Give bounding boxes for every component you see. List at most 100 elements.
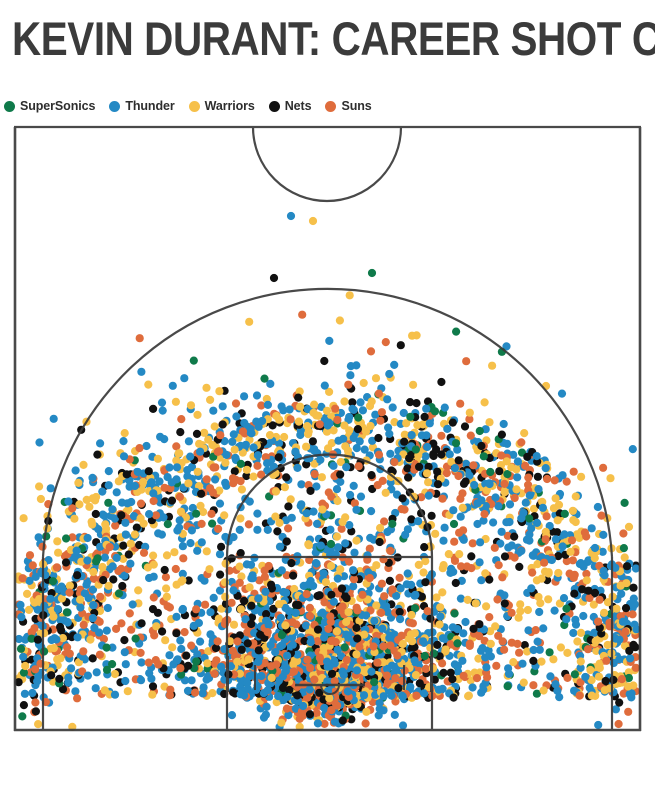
shot-marker xyxy=(288,668,297,677)
shot-marker xyxy=(590,554,599,563)
shot-marker xyxy=(372,601,381,610)
shot-marker xyxy=(483,673,492,682)
shot-marker xyxy=(402,419,411,428)
shot-marker xyxy=(477,576,486,585)
shot-marker xyxy=(172,456,181,465)
shot-marker xyxy=(466,431,475,440)
shot-marker xyxy=(439,561,448,570)
legend-item-warriors[interactable]: Warriors xyxy=(188,99,255,113)
shot-marker xyxy=(524,626,533,635)
shot-marker xyxy=(110,690,120,699)
shot-marker xyxy=(515,648,524,657)
shot-marker xyxy=(139,477,148,487)
shot-marker xyxy=(316,455,325,464)
legend-item-thunder[interactable]: Thunder xyxy=(109,99,175,113)
shot-marker xyxy=(322,406,332,415)
shot-marker xyxy=(170,548,179,557)
shot-marker xyxy=(392,591,401,600)
shot-marker xyxy=(387,691,396,700)
legend-item-suns[interactable]: Suns xyxy=(325,99,372,113)
shot-marker xyxy=(48,577,58,586)
shot-marker xyxy=(246,560,256,569)
shot-marker xyxy=(114,566,123,576)
shot-marker xyxy=(489,518,498,527)
shot-marker xyxy=(124,550,133,559)
shot-marker xyxy=(306,486,315,495)
shot-marker xyxy=(475,620,484,629)
shot-marker xyxy=(523,605,533,615)
shot-marker xyxy=(192,429,202,438)
shot-marker xyxy=(297,500,306,509)
legend-item-nets[interactable]: Nets xyxy=(268,99,312,113)
shot-marker xyxy=(345,412,354,422)
shot-marker xyxy=(620,553,629,562)
shot-marker xyxy=(303,422,312,431)
shot-marker xyxy=(410,629,419,638)
shot-marker xyxy=(326,539,336,549)
shot-marker xyxy=(215,550,225,559)
shot-marker xyxy=(108,660,117,669)
shot-marker xyxy=(180,374,189,383)
legend-item-supersonics[interactable]: SuperSonics xyxy=(4,99,95,113)
shot-marker xyxy=(215,387,224,396)
shot-marker xyxy=(211,643,221,653)
shot-marker xyxy=(543,474,552,484)
shot-marker xyxy=(247,601,256,610)
shot-marker xyxy=(215,486,224,495)
shot-marker xyxy=(468,683,477,692)
shot-marker xyxy=(553,686,562,695)
shot-marker xyxy=(284,524,293,533)
shot-marker xyxy=(176,664,185,673)
shot-marker xyxy=(612,604,621,613)
shot-marker xyxy=(178,576,187,585)
shot-marker xyxy=(482,663,491,672)
shot-marker xyxy=(171,397,180,406)
shot-marker xyxy=(293,691,302,700)
shot-marker xyxy=(513,473,522,482)
shot-marker xyxy=(21,635,30,644)
shot-marker xyxy=(175,516,184,525)
shot-marker xyxy=(395,573,404,582)
shot-marker xyxy=(383,678,392,687)
shot-marker xyxy=(193,546,202,555)
shot-marker xyxy=(217,662,226,671)
shot-marker xyxy=(442,469,451,478)
shot-marker xyxy=(198,689,207,698)
shot-marker xyxy=(326,612,335,621)
shot-marker xyxy=(128,600,137,609)
shot-marker xyxy=(331,404,340,413)
shot-marker xyxy=(452,327,461,336)
shot-marker xyxy=(615,698,624,707)
shot-marker xyxy=(184,576,193,585)
shot-marker xyxy=(65,581,74,590)
shot-marker xyxy=(468,539,477,548)
shot-marker xyxy=(571,620,581,629)
shot-marker xyxy=(342,463,351,472)
shot-marker xyxy=(229,430,238,439)
shot-marker xyxy=(423,607,432,616)
shot-marker xyxy=(622,562,632,571)
shot-marker xyxy=(218,402,227,411)
shot-marker xyxy=(517,438,526,447)
shot-marker xyxy=(345,291,354,300)
shot-marker xyxy=(553,516,562,525)
shot-marker xyxy=(272,660,281,669)
shot-marker xyxy=(475,426,484,436)
shot-marker xyxy=(379,642,388,651)
shot-marker xyxy=(305,685,314,694)
shot-marker xyxy=(563,673,572,683)
shot-marker xyxy=(420,689,429,698)
shot-marker xyxy=(546,672,555,681)
shot-marker xyxy=(62,608,71,617)
shot-marker xyxy=(24,605,34,614)
shot-marker xyxy=(281,621,290,630)
shot-marker xyxy=(396,615,405,624)
shot-marker xyxy=(339,572,349,581)
shot-marker xyxy=(527,524,536,533)
shot-marker xyxy=(446,568,455,577)
shot-marker xyxy=(303,405,312,414)
shot-marker xyxy=(345,426,354,435)
shot-marker xyxy=(196,637,205,646)
shot-marker xyxy=(271,487,281,496)
shot-marker xyxy=(215,499,225,508)
